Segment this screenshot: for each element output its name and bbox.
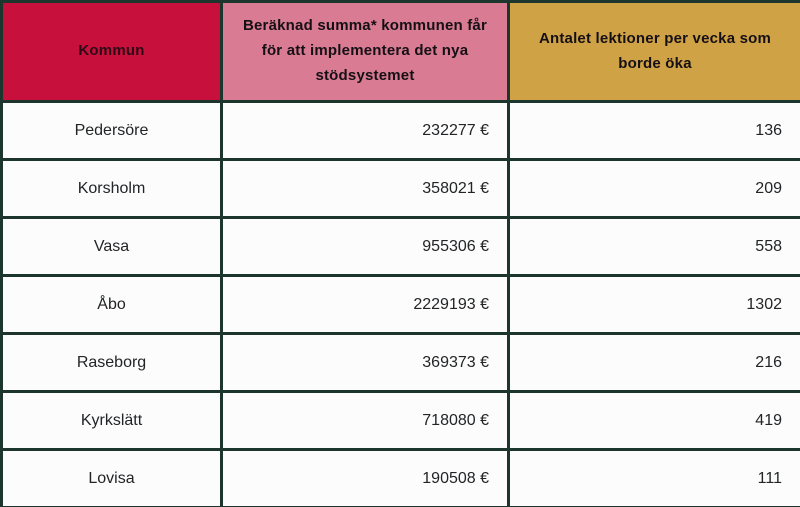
cell-summa: 232277 € xyxy=(220,100,510,161)
cell-kommun: Vasa xyxy=(0,216,223,277)
cell-summa: 358021 € xyxy=(220,158,510,219)
table-row: Lovisa 190508 € 111 xyxy=(0,448,800,507)
table-row: Pedersöre 232277 € 136 xyxy=(0,100,800,161)
table-row: Vasa 955306 € 558 xyxy=(0,216,800,277)
cell-lektioner: 136 xyxy=(507,100,800,161)
cell-kommun: Åbo xyxy=(0,274,223,335)
cell-summa: 718080 € xyxy=(220,390,510,451)
column-header-lektioner: Antalet lektioner per vecka som borde ök… xyxy=(507,0,800,103)
cell-lektioner: 1302 xyxy=(507,274,800,335)
cell-lektioner: 558 xyxy=(507,216,800,277)
table-row: Korsholm 358021 € 209 xyxy=(0,158,800,219)
cell-kommun: Raseborg xyxy=(0,332,223,393)
table-row: Åbo 2229193 € 1302 xyxy=(0,274,800,335)
table-row: Raseborg 369373 € 216 xyxy=(0,332,800,393)
cell-summa: 955306 € xyxy=(220,216,510,277)
cell-kommun: Lovisa xyxy=(0,448,223,507)
column-header-kommun: Kommun xyxy=(0,0,223,103)
cell-lektioner: 111 xyxy=(507,448,800,507)
cell-summa: 2229193 € xyxy=(220,274,510,335)
cell-lektioner: 209 xyxy=(507,158,800,219)
cell-kommun: Korsholm xyxy=(0,158,223,219)
cell-kommun: Kyrkslätt xyxy=(0,390,223,451)
cell-summa: 369373 € xyxy=(220,332,510,393)
cell-summa: 190508 € xyxy=(220,448,510,507)
table-row: Kyrkslätt 718080 € 419 xyxy=(0,390,800,451)
cell-lektioner: 419 xyxy=(507,390,800,451)
cell-kommun: Pedersöre xyxy=(0,100,223,161)
header-row: Kommun Beräknad summa* kommunen får för … xyxy=(0,0,800,103)
cell-lektioner: 216 xyxy=(507,332,800,393)
column-header-summa: Beräknad summa* kommunen får för att imp… xyxy=(220,0,510,103)
